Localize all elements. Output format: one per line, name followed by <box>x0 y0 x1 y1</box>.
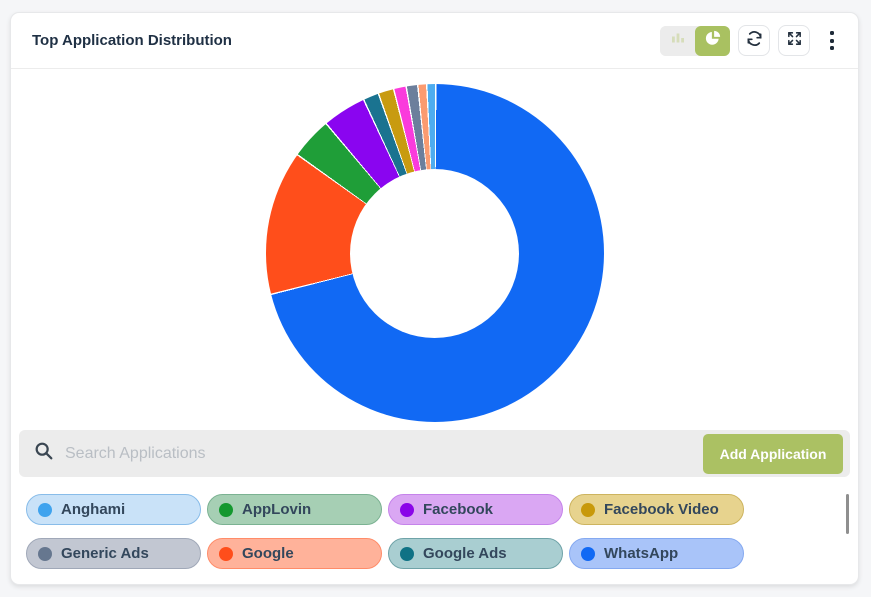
legend-dot-icon <box>38 546 52 561</box>
pie-chart-icon <box>704 29 722 52</box>
application-pill-label: Google <box>242 545 294 562</box>
chart-view-toggle <box>660 25 730 56</box>
application-search-bar: Add Application <box>19 430 850 477</box>
kebab-menu-button[interactable] <box>822 25 842 56</box>
legend-dot-icon <box>38 502 52 517</box>
pills-scrollbar[interactable] <box>846 494 849 534</box>
application-pill-label: Facebook Video <box>604 501 719 518</box>
legend-dot-icon <box>581 502 595 517</box>
search-icon <box>33 440 55 467</box>
expand-button[interactable] <box>778 25 810 56</box>
application-distribution-donut-chart[interactable] <box>265 84 604 422</box>
bar-view-button[interactable] <box>660 25 695 56</box>
bar-chart-icon <box>669 29 687 52</box>
application-pill-label: Google Ads <box>423 545 507 562</box>
pie-view-button[interactable] <box>695 25 730 56</box>
application-pill-label: WhatsApp <box>604 545 679 562</box>
application-pill[interactable]: Anghami <box>26 494 201 525</box>
card-header: Top Application Distribution <box>11 13 858 69</box>
application-pill-label: Anghami <box>61 501 126 518</box>
add-application-button[interactable]: Add Application <box>703 433 843 474</box>
search-applications-input[interactable] <box>55 444 703 463</box>
application-pill-label: Facebook <box>423 501 494 518</box>
legend-dot-icon <box>400 502 414 517</box>
application-pill[interactable]: AppLovin <box>207 494 382 525</box>
application-pill[interactable]: Facebook <box>388 494 563 525</box>
kebab-menu-icon <box>830 31 834 35</box>
chart-area <box>11 69 858 430</box>
application-pill[interactable]: Google Ads <box>388 538 563 569</box>
page-title: Top Application Distribution <box>32 32 232 49</box>
application-pill-label: AppLovin <box>242 501 312 518</box>
refresh-button[interactable] <box>738 25 770 56</box>
expand-icon <box>786 30 803 52</box>
applications-legend-list: Anghami AppLovin Facebook Facebook Video Gen… <box>11 477 858 584</box>
legend-dot-icon <box>581 546 595 561</box>
application-pill-label: Generic Ads <box>61 545 149 562</box>
legend-dot-icon <box>219 502 233 517</box>
application-pill[interactable]: Generic Ads <box>26 538 201 569</box>
legend-dot-icon <box>400 546 414 561</box>
card-toolbar <box>660 25 842 56</box>
top-application-distribution-card: Top Application Distribution <box>10 12 859 585</box>
application-pill[interactable]: Google <box>207 538 382 569</box>
application-pill[interactable]: Facebook Video <box>569 494 744 525</box>
refresh-icon <box>745 29 764 53</box>
application-pill[interactable]: WhatsApp <box>569 538 744 569</box>
legend-dot-icon <box>219 546 233 561</box>
